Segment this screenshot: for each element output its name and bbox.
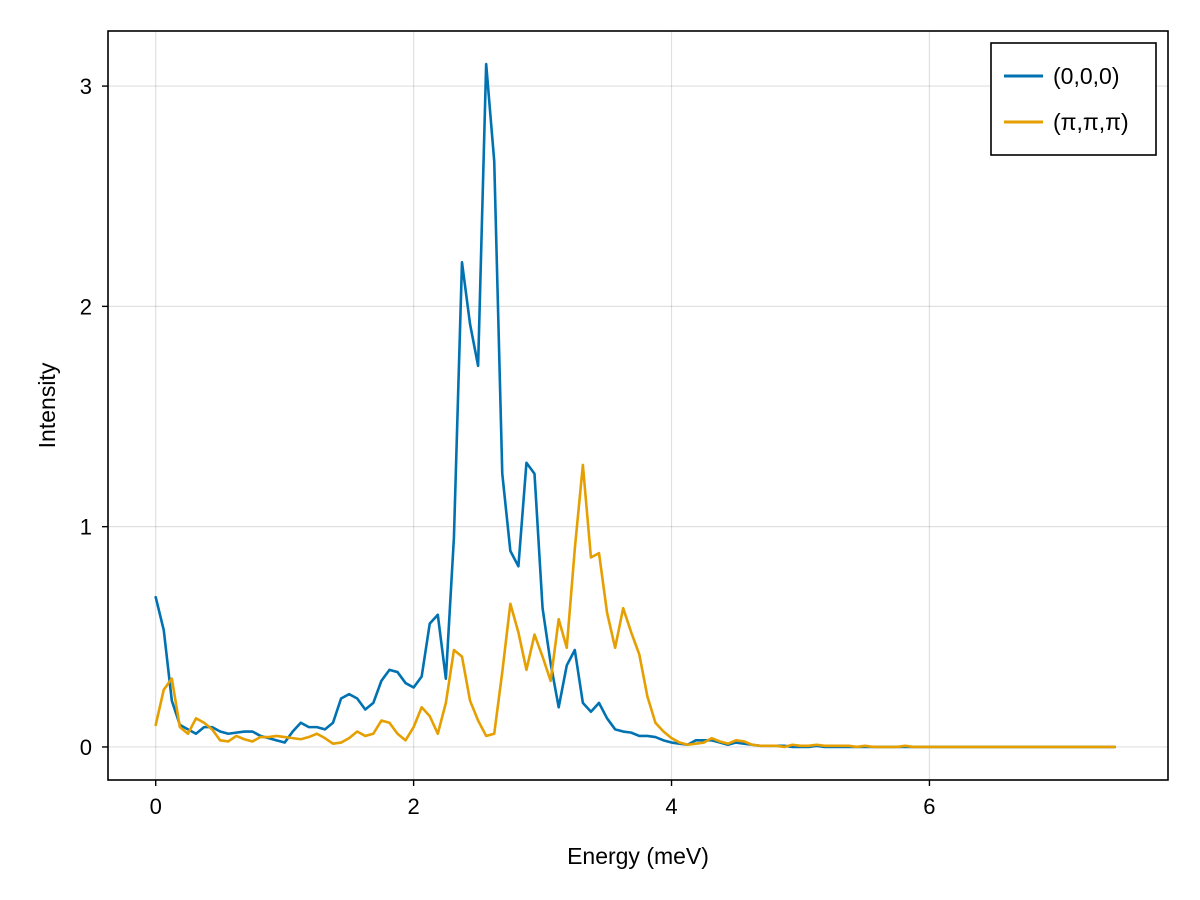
x-axis-label: Energy (meV) <box>567 843 709 869</box>
y-axis-label: Intensity <box>34 362 60 448</box>
axis-ticks: 0 2 4 6 0 1 2 3 <box>80 74 936 819</box>
plot-frame <box>107 30 1169 781</box>
x-tick-label: 6 <box>923 794 935 819</box>
y-tick-label: 2 <box>80 294 92 319</box>
y-tick-label: 3 <box>80 74 92 99</box>
x-tick-label: 4 <box>665 794 677 819</box>
series-line-1 <box>154 463 1117 749</box>
y-tick-label: 1 <box>80 515 92 540</box>
series-layer <box>154 62 1117 749</box>
grid-lines <box>108 31 1168 780</box>
legend-label-series-0: (0,0,0) <box>1053 63 1119 89</box>
legend-label-series-1: (π,π,π) <box>1053 109 1129 135</box>
legend: (0,0,0) (π,π,π) <box>990 42 1157 156</box>
y-tick-label: 0 <box>80 735 92 760</box>
x-tick-label: 2 <box>407 794 419 819</box>
legend-box <box>990 42 1157 156</box>
x-tick-label: 0 <box>150 794 162 819</box>
